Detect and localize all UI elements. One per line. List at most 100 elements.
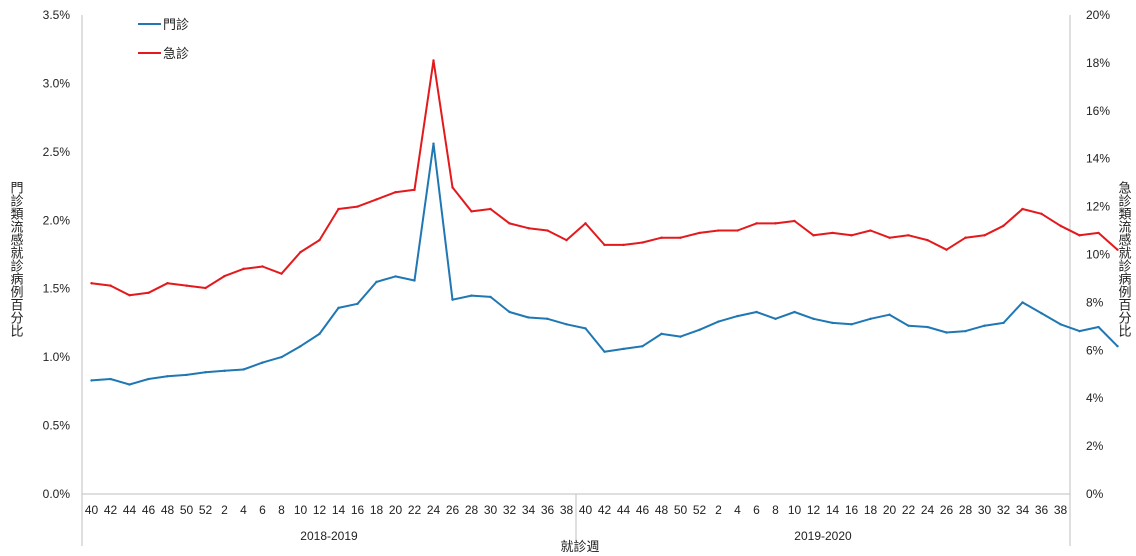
x-tick-label: 4 <box>734 503 741 517</box>
y-axis-right-title-group: 急診類流感就診病例百分比 <box>1117 181 1132 338</box>
y-right-tick-label: 14% <box>1086 152 1110 166</box>
x-tick-label: 6 <box>753 503 760 517</box>
data-point-1 <box>850 323 853 326</box>
y-left-tick-label: 0.0% <box>43 487 71 501</box>
x-tick-label: 10 <box>788 503 802 517</box>
data-point-2 <box>337 207 340 211</box>
x-tick-label: 52 <box>199 503 213 517</box>
data-point-2 <box>166 282 169 285</box>
data-point-2 <box>793 219 796 223</box>
data-point-1 <box>1040 312 1043 315</box>
data-point-2 <box>147 291 150 295</box>
data-point-2 <box>394 191 397 194</box>
data-point-2 <box>869 229 872 232</box>
data-point-2 <box>242 267 245 271</box>
data-point-1 <box>90 379 93 382</box>
x-tick-label: 8 <box>772 503 779 517</box>
y-right-tick-label: 6% <box>1086 343 1104 357</box>
data-point-1 <box>147 377 150 381</box>
data-point-1 <box>432 142 435 145</box>
x-tick-label: 46 <box>636 503 650 517</box>
data-point-2 <box>546 229 549 232</box>
x-tick-label: 48 <box>161 503 175 517</box>
data-point-2 <box>926 238 929 242</box>
series-line-1 <box>91 142 1119 386</box>
y-left-tick-label: 1.0% <box>43 350 71 364</box>
data-point-1 <box>527 316 530 319</box>
data-point-2 <box>755 222 758 225</box>
season-label: 2019-2020 <box>794 529 852 543</box>
data-point-2 <box>432 59 435 62</box>
data-point-2 <box>831 231 834 235</box>
data-point-1 <box>223 369 226 373</box>
x-tick-label: 8 <box>278 503 285 517</box>
data-point-2 <box>204 286 207 290</box>
x-tick-label: 28 <box>465 503 479 517</box>
y-right-tick-label: 10% <box>1086 248 1110 262</box>
data-point-1 <box>717 320 720 323</box>
data-point-2 <box>679 236 682 239</box>
data-point-1 <box>945 331 948 334</box>
data-point-1 <box>679 335 682 338</box>
data-point-1 <box>1059 323 1062 326</box>
data-point-2 <box>1097 231 1100 235</box>
data-point-2 <box>1021 207 1024 211</box>
y-left-tick-label: 3.0% <box>43 76 71 90</box>
tick-labels-layer: 2018-2019 2019-2020 0.0% 0.5% 1.0% 1.5% 2.0% 2.… <box>43 8 1111 543</box>
x-tick-label: 22 <box>408 503 422 517</box>
x-tick-label: 16 <box>845 503 859 517</box>
data-point-2 <box>622 243 625 247</box>
data-point-1 <box>375 280 378 284</box>
x-tick-label: 18 <box>370 503 384 517</box>
x-tick-label: 36 <box>541 503 555 517</box>
data-point-1 <box>242 368 245 371</box>
data-point-2 <box>641 241 644 244</box>
x-tick-label: 38 <box>560 503 574 517</box>
data-point-2 <box>318 238 321 242</box>
legend-label-2: 急診 <box>163 46 189 61</box>
data-point-2 <box>375 198 378 201</box>
x-tick-label: 4 <box>240 503 247 517</box>
x-tick-label: 40 <box>85 503 99 517</box>
x-tick-label: 50 <box>674 503 688 517</box>
data-point-1 <box>793 310 796 314</box>
season-label: 2018-2019 <box>300 529 358 543</box>
data-point-1 <box>508 310 511 314</box>
y-right-tick-label: 0% <box>1086 487 1104 501</box>
data-point-2 <box>812 234 815 237</box>
data-point-1 <box>166 375 169 378</box>
x-tick-label: 14 <box>332 503 346 517</box>
x-tick-label: 42 <box>598 503 612 517</box>
y-left-tick-label: 2.5% <box>43 145 71 159</box>
data-point-2 <box>223 274 226 278</box>
data-point-1 <box>698 328 701 331</box>
data-point-1 <box>128 383 131 386</box>
legend-label-1: 門診 <box>163 17 189 32</box>
data-point-2 <box>489 207 492 211</box>
x-tick-label: 24 <box>427 503 441 517</box>
data-point-1 <box>356 302 359 305</box>
y-left-tick-label: 2.0% <box>43 213 71 227</box>
data-point-2 <box>527 226 530 230</box>
data-point-2 <box>1040 212 1043 215</box>
data-point-2 <box>413 188 416 192</box>
data-point-1 <box>299 344 302 348</box>
data-point-1 <box>603 350 606 353</box>
x-tick-label: 6 <box>259 503 266 517</box>
data-point-1 <box>1116 344 1119 348</box>
data-point-1 <box>812 317 815 321</box>
data-point-2 <box>90 282 93 285</box>
x-tick-label: 16 <box>351 503 365 517</box>
data-point-1 <box>964 329 967 333</box>
data-point-2 <box>945 248 948 251</box>
data-point-1 <box>926 325 929 329</box>
x-tick-label: 32 <box>503 503 517 517</box>
data-point-2 <box>299 250 302 254</box>
data-point-2 <box>964 236 967 239</box>
data-point-1 <box>983 324 986 327</box>
data-point-1 <box>318 332 321 336</box>
y-left-tick-label: 0.5% <box>43 419 71 433</box>
x-tick-label: 10 <box>294 503 308 517</box>
y-right-tick-label: 4% <box>1086 391 1104 405</box>
